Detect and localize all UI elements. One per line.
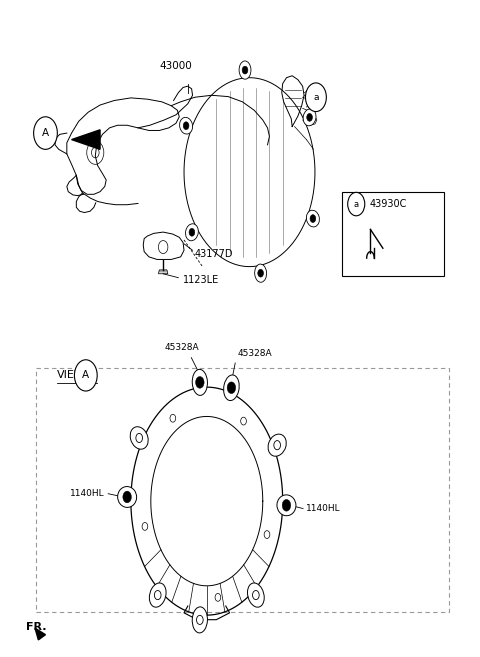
Text: A: A <box>82 371 89 380</box>
Circle shape <box>310 215 316 223</box>
Bar <box>342 192 444 277</box>
Ellipse shape <box>255 264 266 283</box>
Circle shape <box>123 491 132 503</box>
Text: A: A <box>42 128 49 138</box>
Ellipse shape <box>239 61 251 79</box>
Circle shape <box>305 83 326 112</box>
Circle shape <box>258 269 264 277</box>
Circle shape <box>242 66 248 74</box>
Circle shape <box>227 382 236 394</box>
Text: 45328A: 45328A <box>165 344 199 352</box>
Polygon shape <box>72 130 100 149</box>
Text: 1140HL: 1140HL <box>306 504 341 513</box>
Circle shape <box>307 114 312 122</box>
Circle shape <box>158 240 168 254</box>
Circle shape <box>195 376 204 388</box>
Ellipse shape <box>224 375 239 401</box>
Ellipse shape <box>192 607 207 633</box>
Text: FR.: FR. <box>25 622 46 632</box>
Ellipse shape <box>149 583 166 607</box>
Text: 1140HL: 1140HL <box>70 489 104 498</box>
Text: VIEW: VIEW <box>57 371 86 380</box>
Circle shape <box>74 360 97 391</box>
Text: 43177D: 43177D <box>195 248 233 259</box>
Polygon shape <box>35 628 46 640</box>
Text: 43930C: 43930C <box>370 199 407 209</box>
Text: 45328A: 45328A <box>237 349 272 358</box>
Ellipse shape <box>185 224 198 240</box>
Bar <box>36 367 449 612</box>
Text: 1123LE: 1123LE <box>183 275 219 285</box>
Ellipse shape <box>277 495 296 516</box>
Ellipse shape <box>118 487 137 507</box>
Text: a: a <box>313 93 319 102</box>
Ellipse shape <box>303 109 316 125</box>
Ellipse shape <box>192 369 207 396</box>
Polygon shape <box>158 270 168 274</box>
Ellipse shape <box>180 118 192 134</box>
Circle shape <box>282 499 291 511</box>
Circle shape <box>183 122 189 129</box>
Polygon shape <box>143 232 184 260</box>
Text: a: a <box>354 200 359 208</box>
Circle shape <box>34 117 57 149</box>
Ellipse shape <box>248 583 264 607</box>
Ellipse shape <box>268 434 286 456</box>
Ellipse shape <box>130 427 148 449</box>
Ellipse shape <box>306 210 319 227</box>
Text: 43000: 43000 <box>159 61 192 71</box>
Circle shape <box>348 193 365 215</box>
Circle shape <box>189 229 195 236</box>
